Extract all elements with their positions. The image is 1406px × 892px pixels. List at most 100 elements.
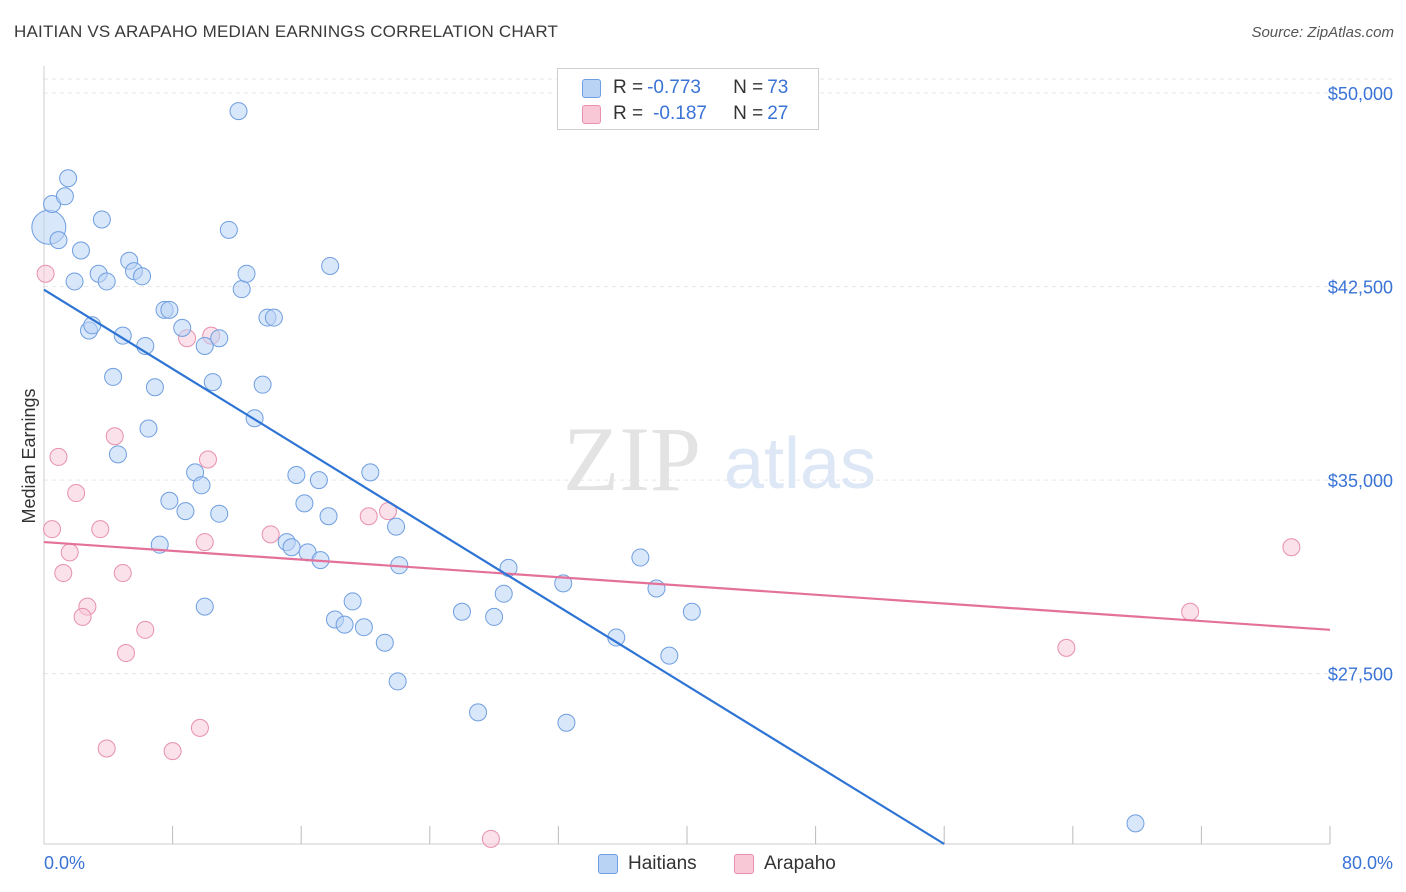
x-axis-ticks (172, 826, 1331, 844)
haitians-point (253, 375, 272, 394)
haitians-point (494, 584, 513, 603)
haitians-point (387, 517, 406, 536)
haitians-trend-line (43, 288, 945, 845)
legend-r-value: -0.773 (647, 77, 701, 98)
arapaho-point (198, 450, 217, 469)
haitians-point (354, 618, 373, 637)
y-tick-label: $50,000 (1328, 84, 1393, 104)
haitians-point (176, 502, 195, 521)
x-tick-label-min: 0.0% (44, 853, 85, 873)
bottom-legend-label-arapaho: Arapaho (764, 853, 836, 874)
arapaho-point (1181, 602, 1200, 621)
arapaho-point (60, 543, 79, 562)
arapaho-point (1057, 638, 1076, 657)
haitians-point (210, 504, 229, 523)
haitians-point (108, 445, 127, 464)
arapaho-point (190, 718, 209, 737)
arapaho-trend-line (43, 540, 1331, 631)
arapaho-point (261, 525, 280, 544)
haitians-point (229, 102, 248, 121)
haitians-point (49, 231, 68, 250)
haitians-point (97, 272, 116, 291)
legend-swatch-haitians (582, 78, 601, 98)
haitians-point (92, 210, 111, 229)
haitians-point (65, 272, 84, 291)
haitians-point (203, 373, 222, 392)
haitians-point (133, 267, 152, 286)
haitians-point (195, 336, 214, 355)
legend-swatch-arapaho (582, 104, 601, 124)
haitians-point (145, 378, 164, 397)
arapaho-point (195, 533, 214, 552)
haitians-point (55, 187, 74, 206)
haitians-point (264, 308, 283, 327)
haitians-point (59, 169, 78, 188)
legend-n-label: N = (733, 77, 764, 98)
gridlines (44, 78, 1394, 675)
legend-n-value: 73 (767, 77, 789, 98)
y-tick-label: $27,500 (1328, 665, 1393, 685)
haitians-point (195, 597, 214, 616)
arapaho-point (73, 607, 92, 626)
trend-lines (43, 288, 1331, 845)
arapaho-point (163, 742, 182, 761)
haitians-point (321, 256, 340, 275)
haitians-point (309, 471, 328, 490)
arapaho-point (359, 507, 378, 526)
correlation-legend: R = -0.773 N = 73 R = -0.187 N = 27 (557, 68, 819, 130)
haitians-point (335, 615, 354, 634)
haitians-point (554, 574, 573, 593)
y-axis-title: Median Earnings (19, 388, 39, 523)
legend-n-label: N = (733, 103, 764, 124)
bottom-legend-swatch-arapaho (734, 854, 754, 874)
arapaho-point (481, 829, 500, 848)
bottom-legend-swatch-haitians (598, 854, 618, 874)
haitians-point (104, 367, 123, 386)
series-haitians (31, 102, 1145, 833)
legend-r-label: R = (613, 103, 644, 124)
haitians-point (1126, 814, 1145, 833)
haitians-point (160, 300, 179, 319)
legend-row-arapaho: R = -0.187 N = 27 (582, 102, 788, 126)
arapaho-point (91, 520, 110, 539)
haitians-point (485, 607, 504, 626)
haitians-point (192, 476, 211, 495)
haitians-point (237, 264, 256, 283)
legend-n-value: 27 (767, 103, 789, 124)
watermark-atlas: atlas (724, 424, 876, 504)
source-label: Source: ZipAtlas.com (1251, 24, 1394, 41)
haitians-point (361, 463, 380, 482)
haitians-point (210, 329, 229, 348)
arapaho-point (1282, 538, 1301, 557)
haitians-point (219, 220, 238, 239)
haitians-point (295, 494, 314, 513)
arapaho-point (113, 564, 132, 583)
haitians-point (173, 318, 192, 337)
arapaho-point (136, 620, 155, 639)
series-arapaho (36, 264, 1301, 848)
arapaho-point (67, 484, 86, 503)
chart-title: HAITIAN VS ARAPAHO MEDIAN EARNINGS CORRE… (14, 22, 559, 41)
legend-r-value: -0.187 (653, 103, 707, 124)
arapaho-point (105, 427, 124, 446)
bottom-legend-arapaho: Arapaho (734, 852, 836, 876)
haitians-point (452, 602, 471, 621)
haitians-point (557, 713, 576, 732)
bottom-legend-haitians: Haitians (598, 852, 697, 876)
y-axis-tick-labels: $27,500 $35,000 $42,500 $50,000 (1328, 84, 1393, 685)
haitians-point (375, 633, 394, 652)
arapaho-point (54, 564, 73, 583)
haitians-point (232, 280, 251, 299)
haitians-point (282, 538, 301, 557)
haitians-point (388, 672, 407, 691)
haitians-point (71, 241, 90, 260)
arapaho-point (97, 739, 116, 758)
y-tick-label: $35,000 (1328, 471, 1393, 491)
arapaho-point (116, 644, 135, 663)
x-tick-label-max: 80.0% (1342, 853, 1393, 873)
bottom-legend-label-haitians: Haitians (628, 853, 697, 874)
arapaho-point (49, 447, 68, 466)
arapaho-point (43, 520, 62, 539)
haitians-point (160, 491, 179, 510)
haitians-point (660, 646, 679, 665)
